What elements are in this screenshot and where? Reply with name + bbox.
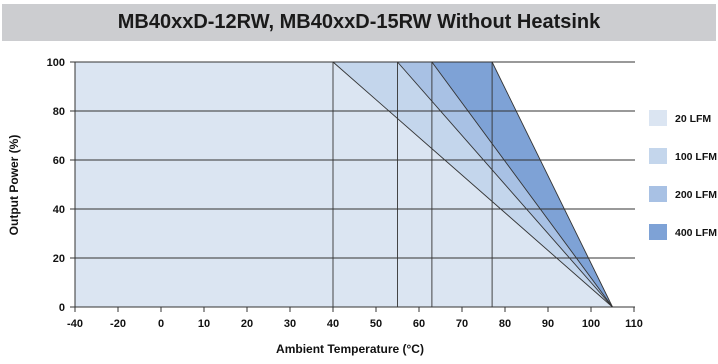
x-tick-label: 60 [413,318,425,330]
legend-swatch [649,186,667,202]
y-tick-label: 100 [47,57,65,69]
gridlines [74,61,635,308]
y-tick-label: 80 [53,106,65,118]
legend-label: 400 LFM [675,227,717,239]
y-tick-label: 60 [53,155,65,167]
derating-line-20-lfm [332,61,613,308]
y-tick-label: 20 [53,253,65,265]
x-tick-label: -20 [110,318,126,330]
derating-line-200-lfm [431,61,613,308]
x-tick-label: 50 [370,318,382,330]
legend-swatch [649,148,667,164]
x-tick-label: 100 [582,318,600,330]
y-tick-label: 0 [59,302,65,314]
chart-title-bar: MB40xxD-12RW, MB40xxD-15RW Without Heats… [2,4,716,41]
derating-lines [332,61,613,308]
x-tick-label: 80 [499,318,511,330]
chart-title: MB40xxD-12RW, MB40xxD-15RW Without Heats… [117,11,601,33]
legend-label: 100 LFM [675,151,717,163]
legend-label: 200 LFM [675,189,717,201]
x-tick-label: -40 [67,318,83,330]
x-tick-label: 20 [241,318,253,330]
x-tick-label: 0 [158,318,164,330]
derating-line-100-lfm [397,61,613,308]
x-tick-label: 10 [198,318,210,330]
y-axis-ticks: 0 20 40 60 80 100 [47,57,75,314]
series-areas [75,62,613,307]
x-axis-label: Ambient Temperature (°C) [276,342,424,356]
reference-lines [332,62,493,307]
x-tick-label: 70 [456,318,468,330]
legend-swatch [649,224,667,240]
y-axis-label: Output Power (%) [7,135,21,236]
legend-swatch [649,110,667,126]
legend: 20 LFM 100 LFM 200 LFM 400 LFM [649,110,717,240]
derating-line-400-lfm [491,61,613,308]
x-tick-label: 30 [284,318,296,330]
y-tick-label: 40 [53,204,65,216]
x-tick-label: 110 [625,318,643,330]
x-axis-ticks: -40 -20 0 10 20 30 40 50 60 70 80 90 100 110 [67,307,643,330]
area-20-lfm [75,62,613,307]
x-tick-label: 90 [542,318,554,330]
x-tick-label: 40 [327,318,339,330]
legend-label: 20 LFM [675,113,711,125]
